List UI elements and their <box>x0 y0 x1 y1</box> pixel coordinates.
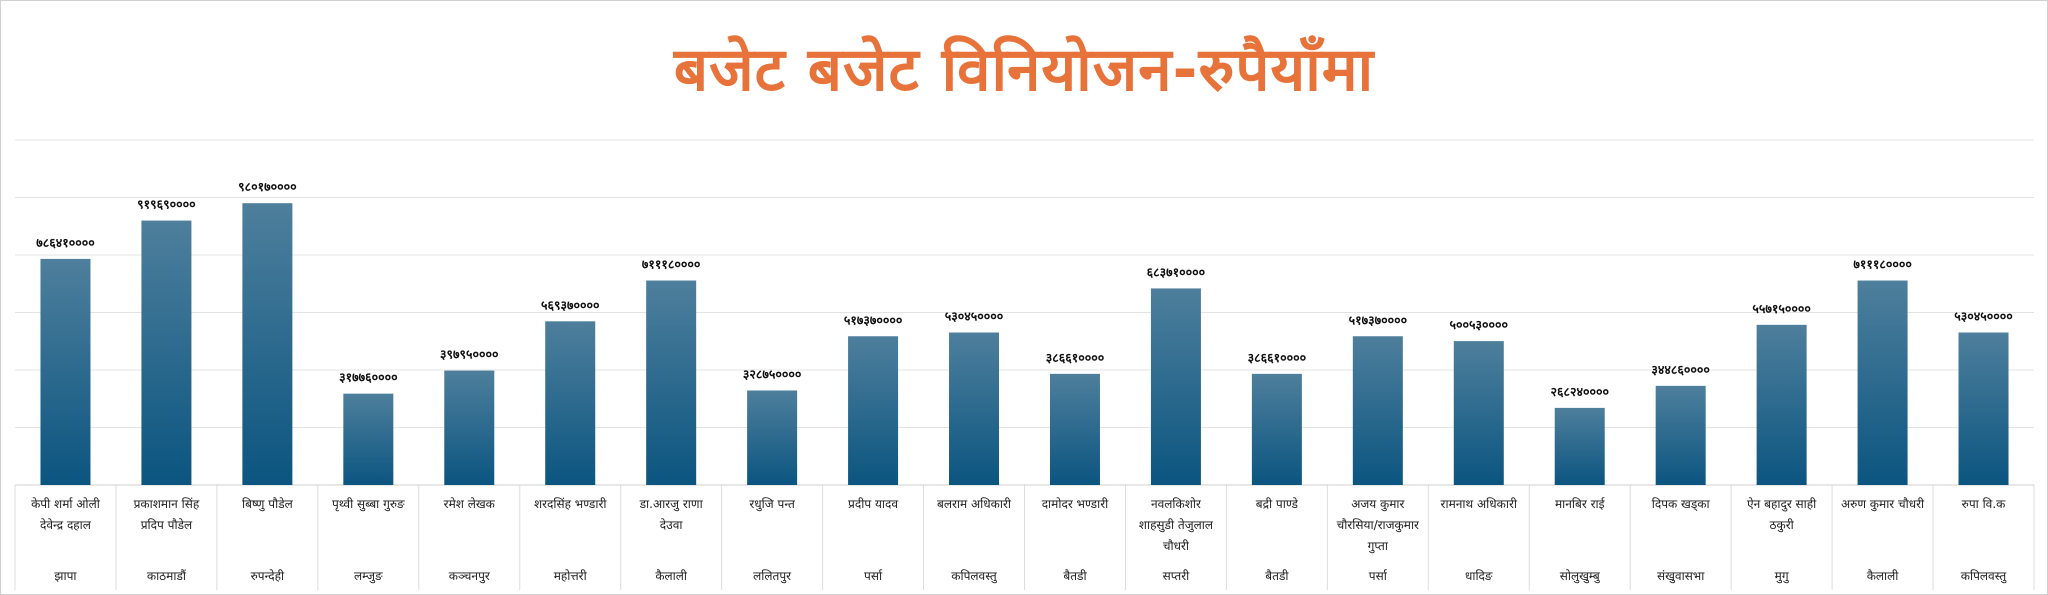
bar <box>1453 341 1504 485</box>
bar <box>1150 288 1201 485</box>
x-tick-label: गुप्ता <box>1368 539 1389 554</box>
data-label: ५१७३७०००० <box>844 312 903 327</box>
data-label: ७८६४१०००० <box>36 235 95 250</box>
district-label: रुपन्देही <box>251 569 285 583</box>
bar <box>1857 280 1908 485</box>
data-label: ३९७९५०००० <box>440 347 499 362</box>
chart-title: बजेट बजेट विनियोजन-रुपैयाँमा <box>673 35 1375 105</box>
bar <box>949 332 1000 485</box>
x-tick-label: दिपक खड्का <box>1652 497 1711 512</box>
district-label: सोलुखुम्बु <box>1560 569 1601 584</box>
bar <box>1655 385 1706 485</box>
x-tick-label: केपी शर्मा ओली <box>31 497 101 511</box>
x-tick-label: देउवा <box>660 518 684 532</box>
x-tick-label: रधुजि पन्त <box>749 497 796 512</box>
x-tick-label: प्रदीप यादव <box>848 497 898 511</box>
district-label: ललितपुर <box>753 569 792 584</box>
district-label: कपिलवस्तु <box>951 569 998 584</box>
bar <box>545 321 596 485</box>
x-tick-label: शरदसिंह भण्डारी <box>534 497 607 511</box>
district-label: पर्सा <box>864 569 883 583</box>
bar <box>747 390 798 485</box>
x-tick-label: देवेन्द्र दहाल <box>40 518 92 532</box>
district-label: कैलाली <box>1867 569 1900 583</box>
x-tick-label: चौधरी <box>1163 539 1190 553</box>
data-label: ५३०४५०००० <box>945 308 1004 323</box>
bar <box>1958 332 2009 485</box>
x-tick-label: चौरसिया/राजकुमार <box>1337 518 1420 533</box>
x-tick-label: मानबिर राई <box>1555 497 1606 511</box>
x-tick-label: शाहसुडी तेजुलाल <box>1139 518 1214 533</box>
x-tick-label: पृथ्वी सुब्बा गुरुङ <box>332 497 405 512</box>
district-label: कपिलवस्तु <box>1961 569 2008 584</box>
bar <box>343 393 394 485</box>
x-tick-label: दामोदर भण्डारी <box>1042 497 1109 511</box>
data-label: ७१११८०००० <box>1853 257 1912 272</box>
x-tick-label: बिष्णु पौडेल <box>242 497 294 512</box>
bar <box>646 280 697 485</box>
bar <box>40 258 91 485</box>
x-tick-label: ठकुरी <box>1770 518 1795 533</box>
data-label: ५००५३०००० <box>1450 317 1509 332</box>
x-tick-label: अरुण कुमार चौधरी <box>1841 497 1925 512</box>
data-label: ३८६६१०००० <box>1046 350 1105 365</box>
x-tick-label: रमेश लेखक <box>444 497 496 511</box>
district-label: संखुवासभा <box>1657 569 1705 584</box>
bar <box>1554 407 1605 485</box>
x-tick-label: प्रकाशमान सिंह <box>134 497 200 511</box>
district-label: लम्जुङ <box>354 569 383 584</box>
data-label: ५१७३७०००० <box>1349 312 1408 327</box>
x-tick-label: बद्री पाण्डे <box>1256 497 1299 511</box>
x-tick-label: प्रदिप पौडेल <box>141 518 193 532</box>
district-label: महोत्तरी <box>554 569 588 583</box>
bar <box>444 370 495 485</box>
x-tick-label: बलराम अधिकारी <box>937 497 1012 511</box>
data-label: ३१७७६०००० <box>339 370 398 385</box>
bar <box>848 336 899 485</box>
data-label: ९८०१७०००० <box>238 179 297 194</box>
district-label: बैतडी <box>1265 569 1289 583</box>
bar <box>141 220 192 486</box>
district-label: पर्सा <box>1369 569 1388 583</box>
data-label: २६८२४०००० <box>1550 384 1609 399</box>
data-label: ६८३७१०००० <box>1147 264 1206 279</box>
district-label: सप्तरी <box>1163 569 1191 583</box>
district-label: धादिङ <box>1465 569 1493 583</box>
x-tick-label: रामनाथ अधिकारी <box>1441 497 1518 511</box>
data-label: ५५७१५०००० <box>1752 301 1811 316</box>
district-label: बैतडी <box>1063 569 1087 583</box>
district-label: काठमाडौं <box>147 569 187 583</box>
bar <box>1251 373 1302 485</box>
bar <box>1352 336 1403 485</box>
data-label: ५३०४५०००० <box>1954 308 2013 323</box>
x-tick-label: डा.आरजु राणा <box>639 497 704 512</box>
x-tick-label: नवलकिशोर <box>1151 497 1202 511</box>
data-label: ३२८७५०००० <box>743 366 802 381</box>
district-label: कैलाली <box>655 569 688 583</box>
data-label: ३४४८६०००० <box>1651 362 1710 377</box>
x-tick-label: ऐन बहादुर साही <box>1747 497 1817 512</box>
data-label: ५६९३७०००० <box>541 297 600 312</box>
data-label: ९१९६९०००० <box>137 197 196 212</box>
district-label: मुगु <box>1775 569 1790 584</box>
x-tick-label: रुपा वि.क <box>1962 497 2007 511</box>
district-label: कञ्चनपुर <box>449 569 491 584</box>
x-tick-label: अजय कुमार <box>1351 497 1405 512</box>
district-label: झापा <box>54 569 77 583</box>
bar <box>1049 373 1100 485</box>
data-label: ३८६६१०००० <box>1248 350 1307 365</box>
bar <box>242 203 293 486</box>
data-label: ७१११८०००० <box>642 257 701 272</box>
bar <box>1756 324 1807 485</box>
